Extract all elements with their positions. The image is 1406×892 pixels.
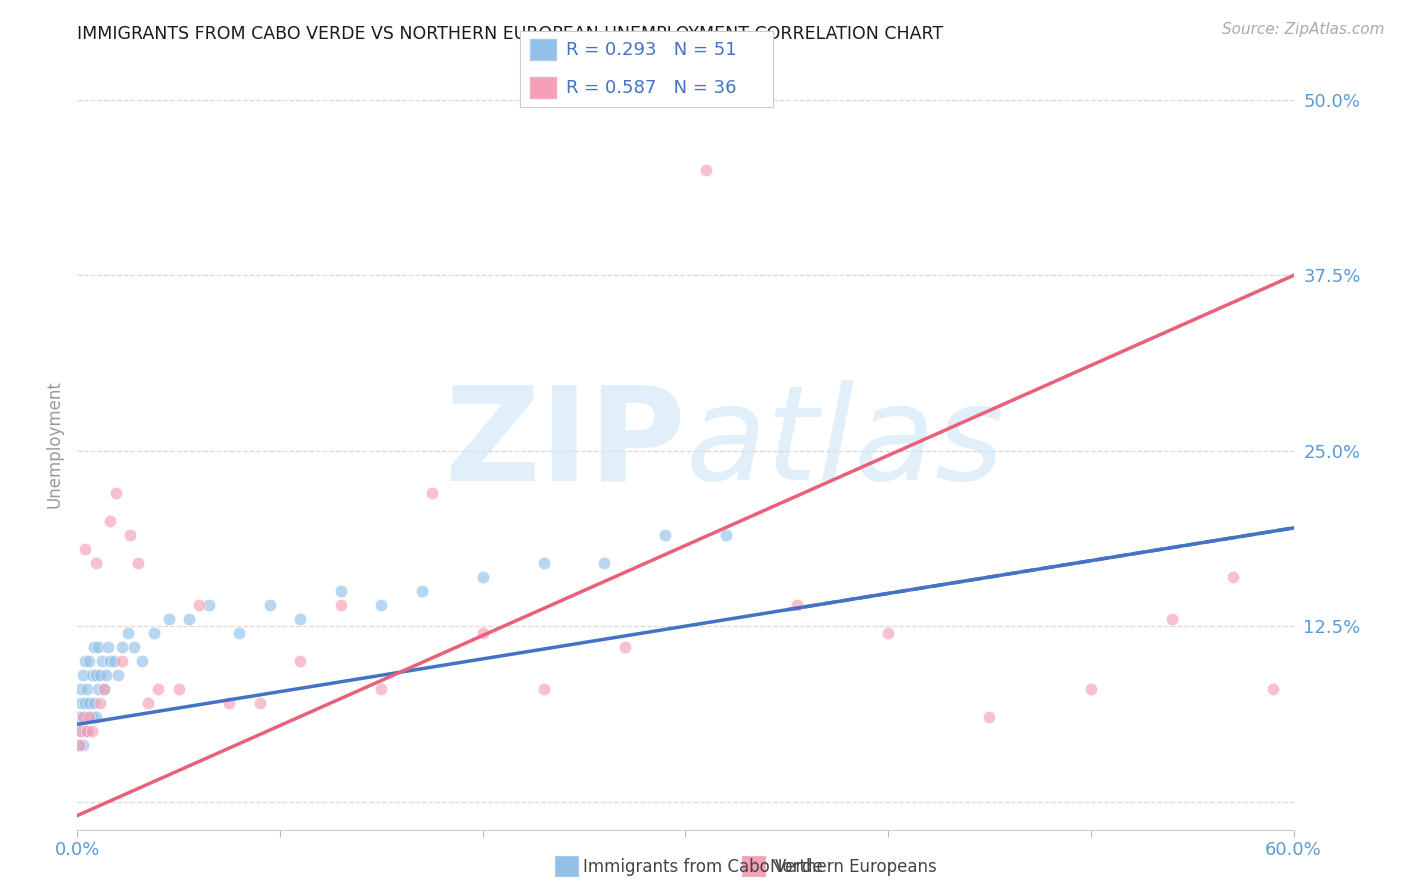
Text: IMMIGRANTS FROM CABO VERDE VS NORTHERN EUROPEAN UNEMPLOYMENT CORRELATION CHART: IMMIGRANTS FROM CABO VERDE VS NORTHERN E… [77,25,943,43]
Y-axis label: Unemployment: Unemployment [45,380,63,508]
Point [98,654,121,668]
Point [290,612,312,626]
Point [79,654,101,668]
Point [70,696,93,710]
Point [86,640,108,655]
FancyBboxPatch shape [530,38,555,60]
Point [1161,612,1184,626]
Point [67,739,90,753]
Point [84,668,107,682]
Point [76,710,98,724]
Point [72,710,94,724]
Point [471,626,494,640]
Point [188,598,211,612]
Point [72,710,94,724]
Text: Northern Europeans: Northern Europeans [770,858,938,876]
Point [167,682,190,697]
Text: R = 0.587   N = 36: R = 0.587 N = 36 [565,79,737,97]
Point [122,640,145,655]
Point [111,654,134,668]
Point [370,598,392,612]
Point [654,528,676,542]
Point [83,696,105,710]
Point [80,668,103,682]
Point [533,682,555,697]
Point [714,528,737,542]
Point [131,654,153,668]
Point [249,696,271,710]
Point [1263,682,1285,697]
Point [76,724,98,739]
Point [84,710,107,724]
Point [80,710,103,724]
FancyBboxPatch shape [530,77,555,98]
Point [471,570,494,584]
Point [157,612,180,626]
Point [117,626,139,640]
Point [877,626,900,640]
Point [370,682,392,697]
Point [979,710,1001,724]
Point [94,668,117,682]
Point [1222,570,1244,584]
Point [695,163,717,178]
Point [177,612,200,626]
Point [70,724,93,739]
Point [290,654,312,668]
Point [75,724,97,739]
Point [86,682,108,697]
Point [76,682,98,697]
Point [79,696,101,710]
Point [198,598,221,612]
Point [97,640,120,655]
Point [93,682,115,697]
Point [70,724,93,739]
Point [93,682,115,697]
Point [136,696,159,710]
Point [111,640,134,655]
Point [89,668,111,682]
Point [259,598,281,612]
Point [1080,682,1102,697]
Point [75,654,97,668]
Point [107,668,129,682]
Point [98,514,121,528]
Point [90,654,112,668]
Point [127,556,149,570]
Point [103,654,125,668]
Point [411,584,433,599]
Point [83,640,105,655]
Point [89,696,111,710]
Point [67,739,90,753]
Point [80,724,103,739]
Point [79,710,101,724]
Text: Source: ZipAtlas.com: Source: ZipAtlas.com [1222,22,1385,37]
Point [228,626,250,640]
Point [329,584,352,599]
Point [72,668,94,682]
Point [75,541,97,556]
Point [786,598,808,612]
Text: ZIP: ZIP [444,380,686,508]
Point [75,696,97,710]
Text: Immigrants from Cabo Verde: Immigrants from Cabo Verde [583,858,824,876]
Point [148,682,170,697]
Point [613,640,636,655]
Point [104,486,127,500]
Point [143,626,166,640]
Point [420,486,443,500]
Point [72,739,94,753]
Point [118,528,141,542]
Point [533,556,555,570]
Point [329,598,352,612]
Point [76,724,98,739]
Point [218,696,240,710]
Point [67,710,90,724]
Point [593,556,616,570]
Point [84,556,107,570]
Text: R = 0.293   N = 51: R = 0.293 N = 51 [565,41,737,59]
Point [70,682,93,697]
Text: atlas: atlas [686,380,1004,508]
